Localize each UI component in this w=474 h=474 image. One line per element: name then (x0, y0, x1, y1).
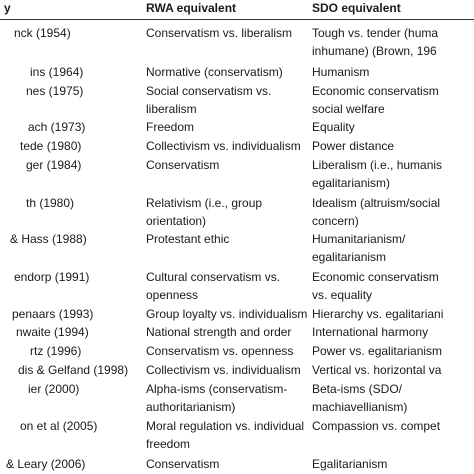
study-cell: nes (1975) (26, 84, 84, 98)
rwa-cell: liberalism (146, 101, 197, 116)
study-cell: ger (1984) (26, 158, 82, 172)
sdo-cell: Hierarchy vs. egalitariani (312, 307, 444, 321)
rwa-cell: Moral regulation vs. individual (146, 419, 305, 433)
sdo-cell: Vertical vs. horizontal va (312, 363, 442, 377)
sdo-cell: Power vs. egalitarianism (312, 344, 443, 358)
study-cell: nck (1954) (14, 26, 71, 40)
sdo-cell: Economic conservatism (312, 84, 439, 98)
rwa-cell: orientation) (146, 213, 207, 228)
sdo-cell: vs. equality (312, 287, 373, 302)
rwa-cell: authoritarianism) (146, 399, 236, 414)
rwa-cell: Freedom (146, 120, 195, 134)
sdo-cell: Power distance (312, 139, 395, 153)
rwa-cell: National strength and order (146, 325, 292, 339)
sdo-cell: Equality (312, 120, 355, 134)
rwa-cell: Conservatism (146, 457, 220, 471)
study-cell: penaars (1993) (12, 307, 94, 321)
study-cell: & Leary (2006) (6, 457, 86, 471)
sdo-cell: inhumane) (Brown, 196 (312, 43, 437, 58)
study-cell: & Hass (1988) (10, 232, 87, 246)
study-cell: ier (2000) (28, 382, 80, 396)
study-cell: th (1980) (26, 196, 75, 210)
rwa-cell: Conservatism (146, 158, 220, 172)
sdo-cell: social welfare (312, 101, 385, 116)
study-cell: tede (1980) (20, 139, 82, 153)
sdo-cell: International harmony (312, 325, 429, 339)
study-cell: rtz (1996) (30, 344, 82, 358)
rwa-cell: Alpha-isms (conservatism- (146, 382, 288, 396)
sdo-cell: Liberalism (i.e., humanis (312, 158, 443, 172)
rwa-cell: Protestant ethic (146, 232, 230, 246)
rwa-cell: Social conservatism vs. (146, 84, 272, 98)
rwa-cell: Group loyalty vs. individualism (146, 307, 308, 321)
rwa-cell: Collectivism vs. individualism (146, 363, 301, 377)
sdo-cell: concern) (312, 213, 359, 228)
rwa-cell: Collectivism vs. individualism (146, 139, 301, 153)
sdo-cell: Beta-isms (SDO/ (312, 382, 403, 396)
sdo-cell: egalitarianism) (312, 175, 391, 190)
rwa-cell: Relativism (i.e., group (146, 196, 263, 210)
sdo-cell: Economic conservatism (312, 270, 439, 284)
sdo-cell: Humanitarianism/ (312, 232, 406, 246)
study-cell: endorp (1991) (14, 270, 90, 284)
rwa-cell: Conservatism vs. liberalism (146, 26, 293, 40)
header-rule (0, 19, 474, 20)
sdo-cell: Egalitarianism (312, 457, 388, 471)
sdo-cell: egalitarianism (312, 249, 387, 264)
column-header: SDO equivalent (312, 1, 401, 15)
rwa-cell: Normative (conservatism) (146, 65, 283, 79)
rwa-cell: Conservatism vs. openness (146, 344, 294, 358)
sdo-cell: Tough vs. tender (huma (312, 26, 439, 40)
column-header: y (4, 1, 11, 15)
rwa-cell: freedom (146, 436, 191, 451)
column-header: RWA equivalent (146, 1, 237, 15)
study-cell: on et al (2005) (20, 419, 98, 433)
rwa-cell: openness (146, 287, 199, 302)
rwa-cell: Cultural conservatism vs. (146, 270, 281, 284)
study-cell: ins (1964) (30, 65, 84, 79)
sdo-cell: Compassion vs. compet (312, 419, 441, 433)
study-cell: ach (1973) (28, 120, 86, 134)
sdo-cell: Idealism (altruism/social (312, 196, 441, 210)
study-cell: nwaite (1994) (16, 325, 89, 339)
sdo-cell: Humanism (312, 65, 370, 79)
study-cell: dis & Gelfand (1998) (18, 363, 129, 377)
sdo-cell: machiavellianism) (312, 399, 408, 414)
